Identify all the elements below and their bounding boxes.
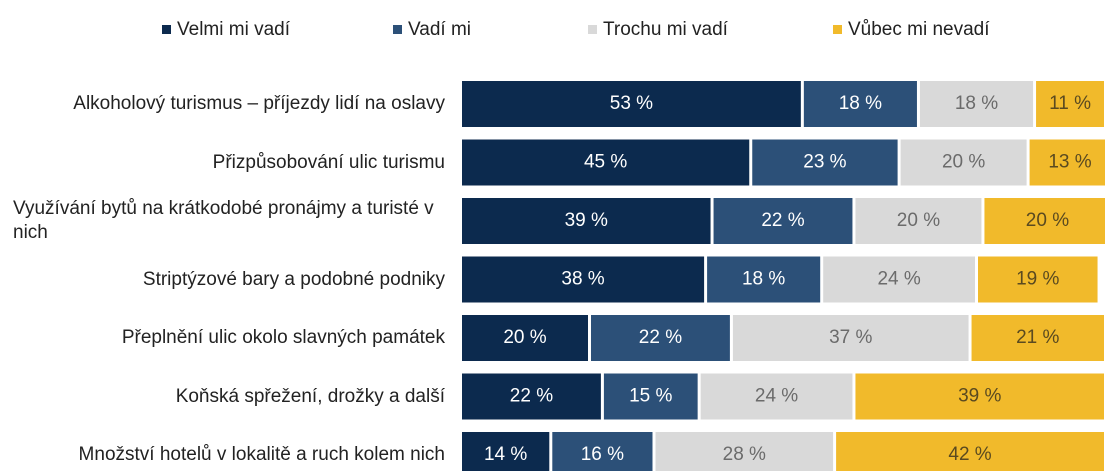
bar-segment [462, 373, 601, 420]
legend-swatch [162, 25, 171, 34]
bar-segment [700, 373, 853, 420]
value-label: 20 % [503, 327, 546, 348]
value-label: 13 % [1048, 152, 1091, 173]
value-label: 22 % [639, 327, 682, 348]
bar-segment [971, 315, 1104, 361]
legend-label: Vůbec mi nevadí [848, 19, 990, 40]
bar-segment [803, 81, 917, 127]
value-label: 19 % [1016, 269, 1059, 290]
bar-segment [855, 373, 1104, 420]
value-label: 18 % [839, 93, 882, 114]
bar-segment [855, 198, 982, 244]
bar-segment [707, 256, 821, 303]
bar-segment [978, 256, 1098, 303]
category-label: Přizpůsobování ulic turismu [212, 151, 445, 173]
bar-segment [713, 198, 853, 244]
bar-segment [984, 198, 1105, 244]
bar-segment [752, 139, 898, 186]
value-label: 37 % [829, 327, 872, 348]
bar-segment [591, 315, 730, 361]
value-label: 23 % [803, 152, 846, 173]
category-label: Alkoholový turismus – příjezdy lidí na o… [73, 93, 445, 114]
value-label: 28 % [723, 444, 766, 465]
legend-label: Vadí mi [408, 19, 471, 40]
legend-swatch [833, 25, 842, 34]
legend-swatch [588, 25, 597, 34]
bar-segment [462, 139, 750, 186]
value-label: 53 % [610, 93, 653, 114]
bar-segment [732, 315, 969, 361]
bar-segment [462, 198, 711, 244]
bar-segment [462, 432, 550, 471]
legend-swatch [393, 25, 402, 34]
value-label: 16 % [581, 444, 624, 465]
bar-segment [552, 432, 653, 471]
category-label: Využívání bytů na krátkodobé pronájmy a … [13, 198, 434, 243]
bar-segment [900, 139, 1027, 186]
value-label: 20 % [942, 152, 985, 173]
bar-segment [1036, 81, 1104, 127]
bar-segment [1029, 139, 1105, 186]
bar-segment [462, 81, 801, 127]
value-label: 20 % [897, 210, 940, 231]
bar-segment [836, 432, 1104, 471]
bar-segment [919, 81, 1034, 127]
bar-segment [823, 256, 975, 303]
value-label: 39 % [958, 386, 1001, 407]
value-label: 38 % [561, 269, 604, 290]
value-label: 24 % [877, 269, 920, 290]
value-label: 22 % [510, 386, 553, 407]
category-label: Přeplnění ulic okolo slavných památek [121, 327, 445, 348]
value-label: 11 % [1049, 93, 1091, 114]
value-label: 18 % [742, 269, 785, 290]
value-label: 45 % [584, 152, 627, 173]
legend-label: Trochu mi vadí [603, 19, 729, 40]
value-label: 15 % [629, 386, 672, 407]
category-label: Striptýzové bary a podobné podniky [142, 268, 445, 290]
bar-segment [462, 315, 588, 361]
value-label: 14 % [484, 444, 527, 465]
value-label: 22 % [761, 210, 804, 231]
value-label: 18 % [955, 93, 998, 114]
bar-segment [603, 373, 698, 420]
category-label: Množství hotelů v lokalitě a ruch kolem … [78, 444, 445, 465]
value-label: 20 % [1026, 210, 1069, 231]
value-label: 24 % [755, 386, 798, 407]
value-label: 39 % [565, 210, 608, 231]
value-label: 21 % [1016, 327, 1059, 348]
bar-segment [462, 256, 705, 303]
legend-label: Velmi mi vadí [177, 19, 291, 40]
value-label: 42 % [948, 444, 991, 465]
bar-segment [655, 432, 834, 471]
category-label: Koňská spřežení, drožky a další [175, 385, 445, 407]
